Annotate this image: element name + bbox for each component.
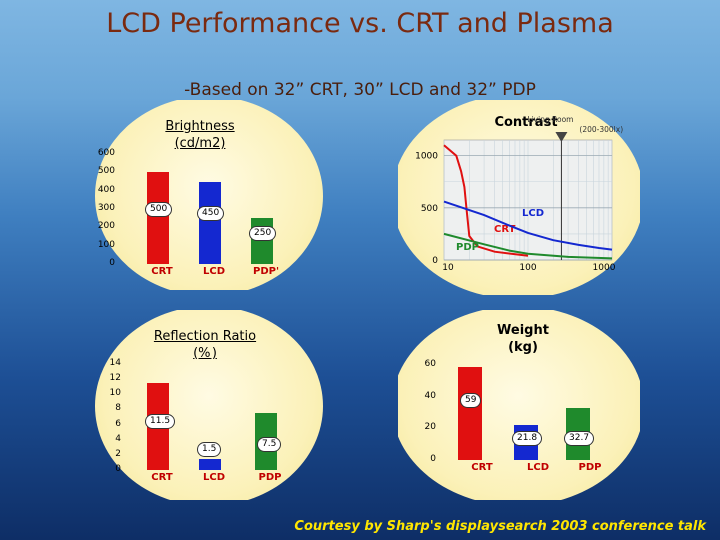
- y-tick-label: 4: [115, 433, 121, 444]
- weight-chart-title: Weight (kg): [488, 322, 558, 356]
- x-tick-label: 1000: [593, 263, 616, 273]
- weight-title-line-2: (kg): [508, 340, 538, 355]
- reflection-title-line-1: Reflection Ratio: [153, 329, 257, 344]
- y-tick-label: 14: [109, 358, 121, 368]
- y-tick-label: 0: [432, 256, 438, 266]
- weight-title-line-1: Weight: [497, 323, 549, 338]
- y-tick-label: 200: [97, 221, 115, 232]
- bar-lcd: [199, 181, 221, 264]
- value-label-pdp: 32.7: [564, 430, 595, 446]
- y-tick-label: 600: [97, 148, 115, 158]
- bar-crt: [147, 172, 169, 264]
- category-label-crt: CRT: [151, 472, 173, 483]
- value-label-pdp: 7.5: [257, 436, 282, 452]
- value-label-lcd: 450: [197, 205, 225, 221]
- weight-chart: Weight (kg) 0 20 40 60 59 CRT 21.8 LCD 32.7 PDP: [398, 310, 640, 500]
- living-room-marker-icon: [555, 132, 568, 142]
- category-label-pdp: PDP: [258, 472, 282, 483]
- y-tick-label: 2: [115, 448, 121, 459]
- reflection-chart: Reflection Ratio (% ) 0 2 4 6 8 10 12 14 11.5 CR…: [85, 310, 325, 500]
- brightness-chart: Brightness (cd/m2) 0 100 200 300 400 500 600 5…: [85, 100, 325, 290]
- y-tick-label: 60: [424, 359, 436, 369]
- series-line-lcd: [443, 200, 613, 251]
- category-label-lcd: LCD: [202, 266, 225, 277]
- contrast-chart-title: Contrast: [494, 115, 558, 130]
- slide-title: LCD Performance vs. CRT and Plasma: [106, 8, 614, 39]
- series-label-crt: CRT: [494, 224, 516, 235]
- value-label-crt: 500: [145, 202, 173, 217]
- value-label-crt: 11.5: [145, 413, 176, 429]
- value-label-lcd: 21.8: [512, 430, 543, 446]
- bar-lcd: [199, 458, 221, 470]
- slide-subtitle: -Based on 32” CRT, 30” LCD and 32” PDP: [184, 80, 536, 100]
- category-label-pdp: PDP': [252, 266, 280, 277]
- reflection-title-line-2: (% ): [193, 346, 217, 361]
- value-label-lcd: 1.5: [197, 441, 222, 457]
- annotation-text: Living Room: [527, 115, 573, 124]
- category-label-lcd: LCD: [526, 462, 549, 473]
- category-label-crt: CRT: [151, 266, 173, 277]
- series-label-lcd: LCD: [522, 208, 544, 219]
- x-tick-label: 10: [442, 263, 454, 273]
- reflection-chart-title: Reflection Ratio (% ): [140, 328, 270, 362]
- y-tick-label: 0: [430, 454, 436, 464]
- brightness-title-line-1: Brightness: [165, 119, 235, 134]
- category-label-crt: CRT: [471, 462, 493, 473]
- x-tick-label: 100: [519, 263, 536, 273]
- weight-chart-background: [398, 310, 640, 500]
- y-tick-label: 8: [115, 403, 121, 414]
- contrast-plot: Living Room (200-300lx) CRT LCD PDP 0 500 1000 1…: [415, 115, 623, 273]
- footer-credit: Courtesy by Sharp's displaysearch 2003 c…: [294, 519, 706, 534]
- y-tick-label: 6: [115, 418, 121, 429]
- y-tick-label: 400: [97, 184, 115, 195]
- y-tick-label: 40: [424, 390, 436, 401]
- category-label-pdp: PDP: [578, 462, 602, 473]
- y-tick-label: 100: [97, 239, 115, 250]
- category-label-lcd: LCD: [202, 472, 225, 483]
- y-tick-label: 1000: [415, 152, 438, 162]
- y-tick-label: 500: [421, 204, 438, 214]
- y-tick-label: 0: [115, 464, 121, 474]
- bar-crt: [458, 366, 482, 460]
- y-tick-label: 300: [97, 203, 115, 213]
- y-tick-label: 500: [97, 166, 115, 177]
- series-line-crt: [443, 144, 529, 257]
- series-line-pdp: [443, 232, 613, 260]
- contrast-chart: Contrast Living Room (200-300lx) CRT LCD PDP…: [398, 100, 640, 295]
- y-tick-label: 0: [109, 258, 115, 268]
- brightness-chart-title: Brightness (cd/m2): [145, 118, 255, 152]
- y-tick-label: 10: [109, 388, 121, 399]
- y-tick-label: 12: [109, 373, 121, 384]
- y-tick-label: 20: [424, 422, 436, 433]
- value-label-pdp: 250: [249, 225, 277, 241]
- series-label-pdp: PDP: [456, 242, 479, 253]
- value-label-crt: 59: [460, 392, 482, 408]
- brightness-title-line-2: (cd/m2): [174, 136, 226, 151]
- annotation-text: (200-300lx): [579, 125, 623, 134]
